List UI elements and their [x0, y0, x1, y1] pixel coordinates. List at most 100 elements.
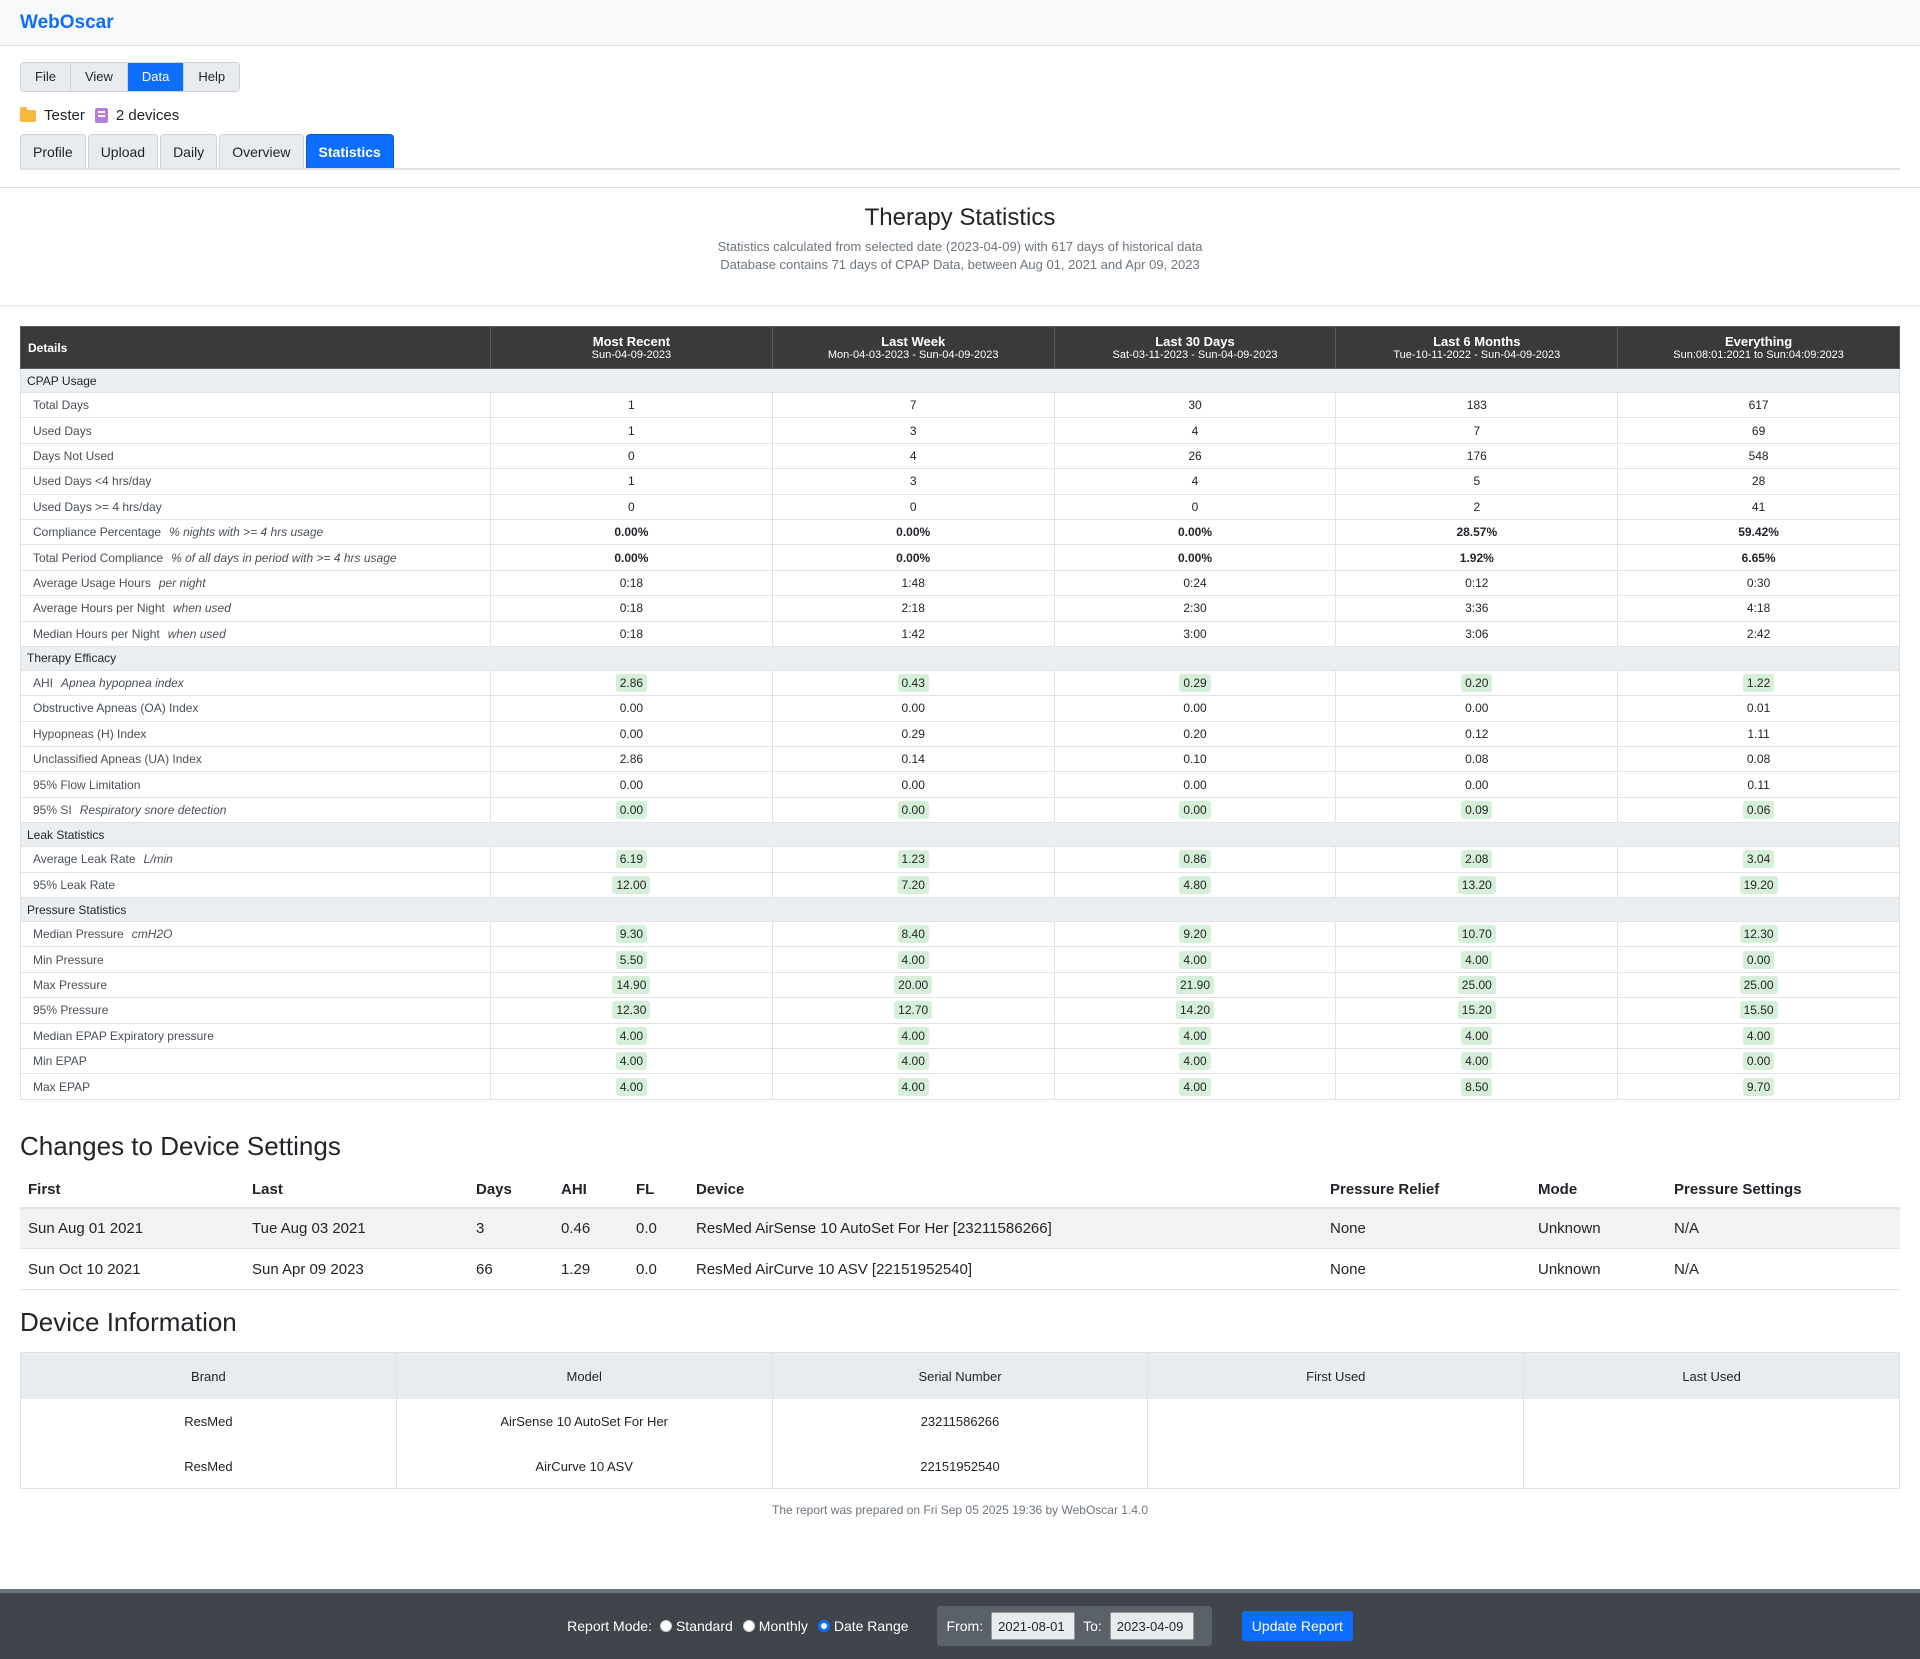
tab-statistics[interactable]: Statistics	[305, 134, 394, 168]
stats-value: 20.00	[894, 976, 933, 994]
radio-button-icon[interactable]	[817, 1619, 830, 1632]
profile-user[interactable]: Tester	[44, 106, 85, 124]
stats-cell: 0.00%	[1053, 544, 1337, 571]
stats-header-row: Details Most Recent Sun-04-09-2023 Last We…	[20, 326, 1900, 369]
device-info-column-header: Model	[396, 1352, 773, 1399]
stats-value: 4.80	[1179, 875, 1211, 894]
stats-cell: 8.40	[771, 921, 1055, 948]
stats-value: 0.29	[901, 726, 925, 741]
stats-cell: 0.08	[1335, 746, 1619, 773]
stats-cell: 7	[771, 391, 1055, 419]
stats-cell: 4.00	[1053, 1047, 1337, 1075]
column-title: Everything	[1725, 334, 1793, 349]
menu-help[interactable]: Help	[184, 63, 240, 91]
stats-row: Median Pressure cmH2O 9.30 8.40 9.20 10.70 12.…	[20, 921, 1900, 948]
stats-row-label: Median EPAP Expiratory pressure	[33, 1028, 214, 1043]
stats-row: Median EPAP Expiratory pressure 4.00 4.00 4…	[20, 1022, 1900, 1049]
device-info-row: ResMed AirCurve 10 ASV 22151952540	[20, 1443, 1900, 1489]
stats-row-label-cell: Median Pressure cmH2O	[20, 921, 491, 948]
stats-row-label: 95% SI	[33, 803, 72, 818]
device-info-cell: AirSense 10 AutoSet For Her	[396, 1398, 773, 1444]
radio-button-icon[interactable]	[659, 1619, 672, 1632]
settings-row: Sun Aug 01 2021 Tue Aug 03 2021 3 0.46 0.0 Re…	[20, 1207, 1900, 1250]
radio-button-icon[interactable]	[742, 1619, 755, 1632]
settings-table: First Last Days AHI FL Device Pressure Relief M…	[20, 1171, 1900, 1291]
stats-cell: 7.20	[771, 871, 1055, 899]
stats-cell: 4.00	[771, 946, 1055, 973]
stats-row: Compliance Percentage % nights with >= 4 …	[20, 518, 1900, 546]
report-mode-option[interactable]: Date Range	[817, 1618, 909, 1634]
stats-row-label: Median Pressure	[33, 927, 124, 942]
stats-value: 8.40	[897, 925, 929, 944]
tab-overview[interactable]: Overview	[219, 134, 304, 168]
stats-value: 0	[1191, 499, 1199, 514]
stats-value: 26	[1188, 448, 1202, 463]
stats-value: 4.00	[897, 1026, 929, 1045]
stats-value: 0.06	[1742, 801, 1775, 820]
stats-section: Details Most Recent Sun-04-09-2023 Last We…	[0, 306, 1920, 1100]
stats-cell: 3:06	[1335, 620, 1619, 647]
stats-row-hint: cmH2O	[131, 927, 173, 942]
stats-cell: 4.00	[771, 1022, 1055, 1049]
settings-cell: 1.29	[553, 1248, 628, 1291]
stats-row-hint: L/min	[143, 852, 173, 867]
stats-cell: 4	[771, 442, 1055, 470]
stats-value: 30	[1188, 398, 1202, 413]
stats-row: Median Hours per Night when used 0:18 1:42 3…	[20, 620, 1900, 647]
stats-cell: 0.00	[1617, 1047, 1900, 1075]
stats-value: 0:18	[619, 601, 644, 616]
to-date-input[interactable]: 2023-04-09	[1109, 1612, 1194, 1640]
menu-file[interactable]: File	[21, 63, 71, 91]
stats-value: 7.20	[897, 875, 929, 894]
stats-value: 176	[1466, 448, 1487, 463]
from-date-input[interactable]: 2021-08-01	[991, 1612, 1076, 1640]
stats-row-label-cell: Average Hours per Night when used	[20, 595, 491, 622]
stats-value: 6.65%	[1741, 550, 1776, 565]
stats-cell: 4.00	[1053, 1073, 1337, 1100]
tab-upload[interactable]: Upload	[87, 134, 159, 168]
settings-row: Sun Oct 10 2021 Sun Apr 09 2023 66 1.29 0.0 R…	[20, 1248, 1900, 1291]
tab-daily[interactable]: Daily	[160, 134, 218, 168]
device-info-cell: 22151952540	[772, 1443, 1149, 1489]
menu-view[interactable]: View	[70, 63, 128, 91]
report-mode-option[interactable]: Standard	[659, 1618, 733, 1634]
stats-value: 4.00	[1461, 1026, 1493, 1045]
stats-cell: 14.90	[490, 971, 773, 999]
stats-cell: 0.00	[771, 695, 1055, 722]
menu-data[interactable]: Data	[127, 63, 185, 91]
stats-row-hint: % nights with >= 4 hrs usage	[169, 525, 324, 540]
stats-value: 0.29	[1179, 674, 1211, 693]
stats-row: Obstructive Apneas (OA) Index 0.00 0.00 0.0…	[20, 695, 1900, 722]
report-mode-option[interactable]: Monthly	[742, 1617, 808, 1634]
stats-cell: 0.00	[490, 720, 773, 748]
stats-cell: 0.00	[490, 695, 773, 722]
stats-value: 0.08	[1465, 752, 1489, 767]
stats-value: 0:30	[1746, 575, 1771, 590]
stats-value: 0.00%	[614, 525, 649, 540]
app-brand[interactable]: WebOscar	[20, 11, 114, 33]
column-title: Last 30 Days	[1155, 334, 1235, 349]
stats-section-row: Pressure Statistics	[20, 897, 1900, 923]
device-info-cell	[1524, 1444, 1900, 1489]
stats-row-label: Average Leak Rate	[33, 852, 136, 867]
stats-value: 2.86	[615, 674, 648, 693]
stats-value: 0:18	[619, 626, 644, 641]
stats-cell: 0.00	[490, 771, 773, 798]
stats-cell: 2:30	[1053, 595, 1337, 622]
stats-value: 0.00	[901, 701, 925, 716]
statistics-table: Details Most Recent Sun-04-09-2023 Last We…	[20, 326, 1900, 1100]
report-mode-label-text: Monthly	[758, 1617, 808, 1634]
stats-row-label-cell: Total Days	[20, 391, 491, 419]
stats-value: 0.00%	[1177, 525, 1212, 540]
stats-cell: 13.20	[1335, 871, 1619, 899]
stats-value: 0:24	[1183, 575, 1207, 590]
update-report-button[interactable]: Update Report	[1241, 1611, 1353, 1641]
tab-profile[interactable]: Profile	[20, 134, 86, 168]
stats-value: 0.00%	[896, 550, 931, 565]
stats-body: CPAP Usage Total Days 1 7 30 183 617 Used Days 1…	[20, 368, 1900, 1100]
stats-value: 4.00	[1179, 1052, 1211, 1071]
stats-cell: 9.20	[1053, 921, 1337, 948]
device-info-row: ResMed AirSense 10 AutoSet For Her 2321158…	[20, 1398, 1900, 1444]
profile-devices[interactable]: 2 devices	[115, 106, 180, 124]
stats-value: 9.30	[615, 925, 648, 944]
